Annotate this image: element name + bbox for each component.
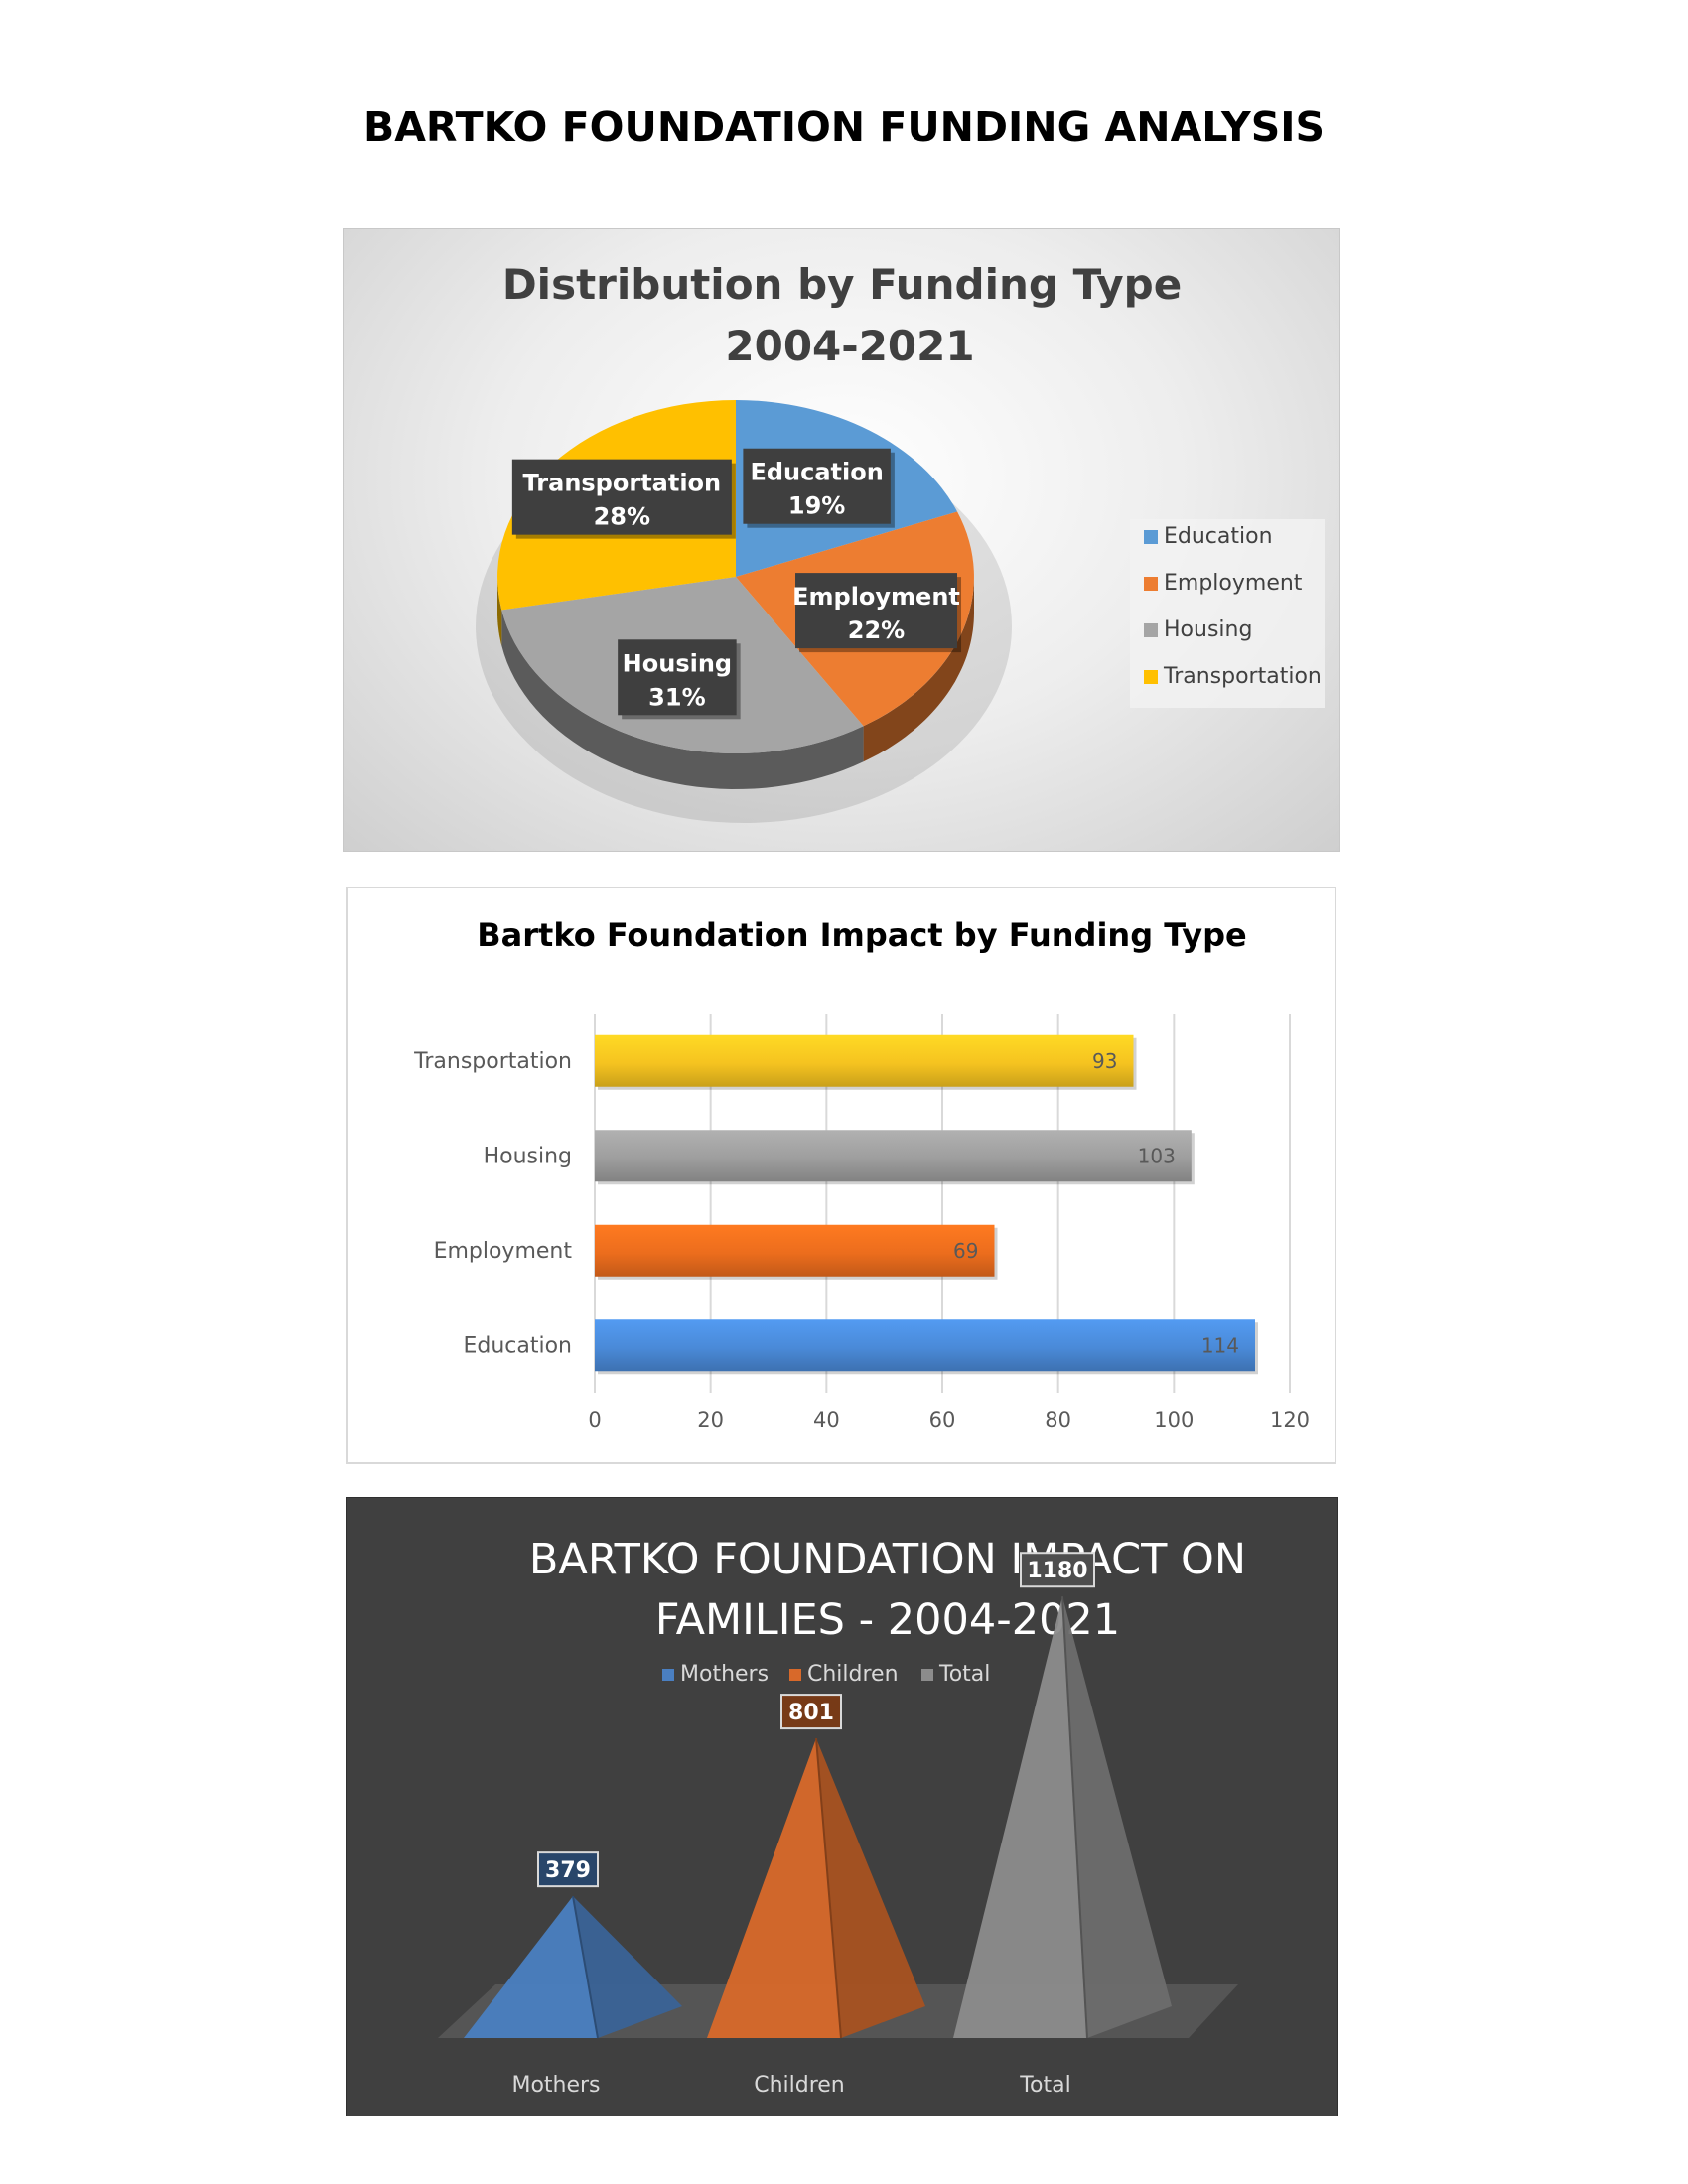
pie-data-label-name: Housing [623, 649, 732, 677]
svg-text:1180: 1180 [1027, 1559, 1087, 1583]
pyramid-value-label-mothers: 379 [537, 1851, 599, 1888]
pie-data-label-value: 31% [648, 683, 705, 711]
svg-text:Transportation: Transportation [1163, 664, 1322, 689]
bar-category-label: Education [463, 1333, 572, 1358]
pyramid-category-label: Mothers [511, 2073, 600, 2098]
pie-legend-item-housing: Housing [1144, 617, 1252, 642]
pyramid-chart-panel: BARTKO FOUNDATION IMPACT ON FAMILIES - 2… [346, 1497, 1338, 2116]
bar-category-label: Housing [484, 1144, 572, 1168]
bar-category-label: Transportation [413, 1049, 572, 1074]
svg-text:Children: Children [807, 1662, 899, 1687]
pyramid-children [707, 1738, 925, 2039]
bar-value-label: 114 [1201, 1333, 1239, 1357]
svg-text:801: 801 [788, 1701, 834, 1725]
pie-chart: Distribution by Funding Type 2004-2021 E… [476, 260, 1325, 823]
bar-x-tick-label: 80 [1045, 1408, 1071, 1432]
pyramid-legend-item-mothers: Mothers [662, 1662, 769, 1687]
svg-text:Employment: Employment [1164, 571, 1303, 596]
bar-value-label: 103 [1138, 1144, 1176, 1167]
pyramid-chart-title-line-2: FAMILIES - 2004-2021 [655, 1595, 1120, 1645]
pie-data-label-value: 28% [594, 503, 650, 531]
pyramid-mothers [464, 1895, 682, 2039]
pie-data-label-name: Education [750, 459, 883, 486]
pie-data-label-employment: Employment 22% [792, 573, 962, 653]
pie-side-transportation [497, 577, 502, 646]
pie-chart-panel: Distribution by Funding Type 2004-2021 E… [343, 228, 1340, 852]
pie-data-label-transportation: Transportation 28% [511, 459, 736, 539]
bar-value-label: 93 [1092, 1049, 1117, 1073]
bar-chart-title: Bartko Foundation Impact by Funding Type [477, 916, 1246, 954]
pie-chart-title-line-1: Distribution by Funding Type [502, 260, 1182, 309]
pie-side-housing [501, 610, 864, 789]
bar-x-tick-label: 60 [929, 1408, 956, 1432]
pie-data-label-value: 22% [848, 616, 905, 644]
pyramid-category-label: Total [1019, 2073, 1070, 2098]
pyramid-chart-title-line-1: BARTKO FOUNDATION IMPACT ON [529, 1535, 1246, 1584]
bar-chart: Bartko Foundation Impact by Funding Type… [413, 916, 1310, 1432]
pie-data-label-education: Education 19% [743, 448, 895, 528]
svg-text:379: 379 [545, 1858, 591, 1883]
bar-value-label: 69 [953, 1239, 978, 1263]
pyramid-legend-item-children: Children [789, 1662, 899, 1687]
bar-x-tick-label: 20 [697, 1408, 724, 1432]
pie-data-label-name: Transportation [523, 470, 722, 497]
bar-x-tick-label: 100 [1154, 1408, 1194, 1432]
svg-text:Housing: Housing [1164, 617, 1252, 642]
bar-category-label: Employment [434, 1239, 573, 1264]
bar-x-tick-label: 40 [813, 1408, 840, 1432]
pie-data-label-name: Employment [792, 583, 960, 611]
bar-housing [595, 1130, 1192, 1182]
pie-chart-title-line-2: 2004-2021 [725, 322, 974, 370]
svg-text:Total: Total [938, 1662, 990, 1687]
bar-x-tick-label: 120 [1270, 1408, 1310, 1432]
pie-data-label-value: 19% [788, 492, 845, 520]
bar-x-tick-label: 0 [588, 1408, 601, 1432]
bar-education [595, 1319, 1255, 1372]
svg-text:Education: Education [1164, 524, 1273, 549]
bar-transportation [595, 1034, 1134, 1087]
pie-data-label-housing: Housing 31% [618, 639, 741, 720]
pie-side-employment [863, 577, 974, 762]
svg-text:Mothers: Mothers [680, 1662, 769, 1687]
pie-legend: Education Employment Housing Transportation [1130, 519, 1325, 708]
pyramid-value-label-total: 1180 [1020, 1552, 1095, 1588]
page-title: BARTKO FOUNDATION FUNDING ANALYSIS [362, 103, 1326, 151]
bar-chart-panel: Bartko Foundation Impact by Funding Type… [346, 887, 1336, 1464]
pyramid-legend-item-total: Total [921, 1662, 990, 1687]
pyramid-chart: BARTKO FOUNDATION IMPACT ON FAMILIES - 2… [438, 1535, 1246, 2098]
pyramid-total [953, 1596, 1172, 2039]
pie-legend-item-employment: Employment [1144, 571, 1303, 596]
pie-legend-item-education: Education [1144, 524, 1273, 549]
pyramid-category-label: Children [754, 2073, 845, 2098]
pyramid-value-label-children: 801 [780, 1694, 842, 1730]
bar-employment [595, 1224, 995, 1277]
pie-legend-item-transportation: Transportation [1144, 664, 1322, 689]
